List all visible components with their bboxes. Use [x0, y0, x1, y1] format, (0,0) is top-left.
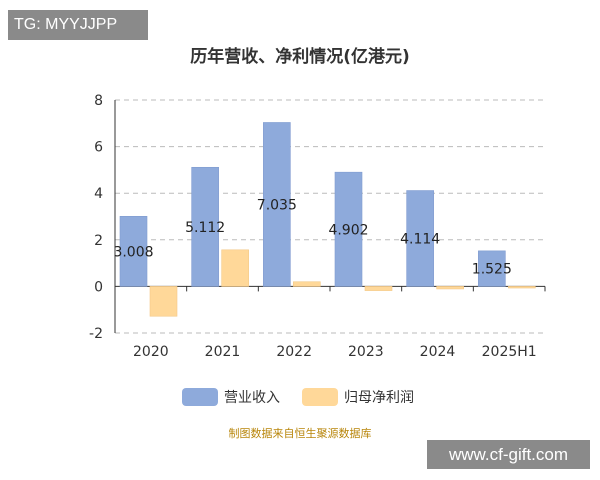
- bar-revenue: [119, 216, 148, 287]
- data-label: 4.114: [400, 231, 440, 247]
- bar-revenue: [263, 122, 291, 287]
- data-label: 7.035: [257, 197, 297, 213]
- x-tick-label: 2021: [205, 344, 241, 360]
- bar-revenue: [191, 166, 219, 287]
- x-tick-label: 2022: [276, 344, 312, 360]
- bar-net-profit: [221, 249, 249, 287]
- bar-revenue: [334, 171, 363, 287]
- legend-swatch: [302, 388, 338, 406]
- legend-swatch: [182, 388, 218, 406]
- chart-title: 历年营收、净利情况(亿港元): [190, 46, 410, 67]
- legend-label: 归母净利润: [344, 389, 414, 406]
- bar-net-profit: [436, 286, 464, 290]
- bar-net-profit: [508, 286, 536, 289]
- watermark-top: TG: MYYJJPP: [8, 10, 148, 40]
- source-note: 制图数据来自恒生聚源数据库: [229, 426, 372, 440]
- y-tick-label: -2: [89, 326, 103, 342]
- y-tick-label: 4: [94, 186, 103, 202]
- x-tick-label: 2023: [348, 344, 384, 360]
- bar-net-profit: [364, 286, 393, 291]
- legend-label: 营业收入: [224, 390, 280, 406]
- data-label: 3.008: [113, 244, 153, 260]
- bar-net-profit: [293, 281, 321, 287]
- data-label: 5.112: [185, 220, 225, 236]
- bar-revenue: [478, 250, 506, 287]
- watermark-bottom: www.cf-gift.com: [427, 440, 590, 469]
- bar-net-profit: [149, 286, 178, 317]
- data-label: 4.902: [328, 222, 368, 238]
- y-tick-label: 8: [94, 93, 103, 109]
- y-tick-label: 0: [94, 279, 103, 295]
- data-label: 1.525: [472, 262, 512, 278]
- bar-revenue: [406, 190, 434, 287]
- y-tick-label: 6: [94, 140, 103, 156]
- y-tick-label: 2: [94, 233, 103, 249]
- x-tick-label: 2025H1: [482, 344, 537, 360]
- x-tick-label: 2020: [133, 344, 169, 360]
- x-tick-label: 2024: [420, 344, 456, 360]
